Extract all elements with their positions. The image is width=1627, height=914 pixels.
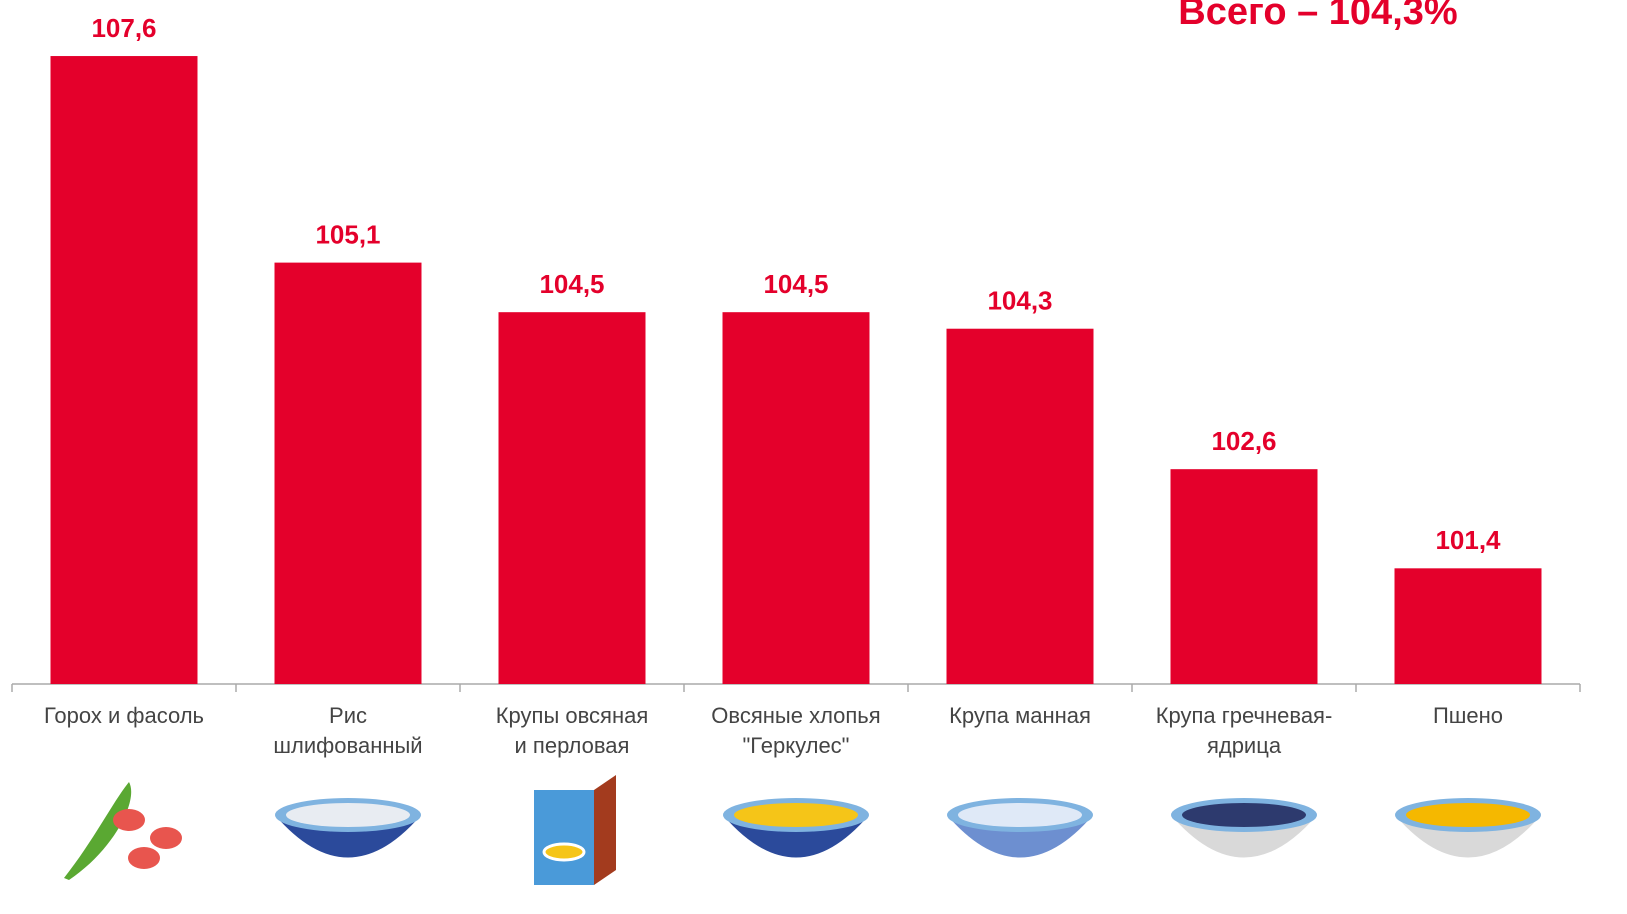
x-tick-label: Рис шлифованный [236,701,460,761]
bar [275,263,422,684]
chart-title: Всего – 104,3% [1178,0,1457,33]
icon [534,790,594,885]
value-label: 104,5 [539,269,604,299]
icon [113,809,145,831]
x-tick-label: Крупа гречневая- ядрица [1132,701,1356,761]
value-label: 107,6 [91,13,156,43]
icon [594,775,616,885]
chart-svg: Всего – 104,3% 107,6 105,1 104,5 104,5 104,3… [0,0,1627,914]
value-label: 101,4 [1435,525,1501,555]
x-tick-label: Крупа манная [908,701,1132,731]
value-label: 104,3 [987,286,1052,316]
icon [64,782,131,880]
value-label: 105,1 [315,219,380,249]
icon [958,803,1082,827]
x-tick-label: Овсяные хлопья "Геркулес" [684,701,908,761]
x-tick-label: Горох и фасоль [12,701,236,731]
bar [1171,469,1318,684]
x-tick-label: Крупы овсяная и перловая [460,701,684,761]
bar [1395,568,1542,684]
value-label: 102,6 [1211,426,1276,456]
bar [499,312,646,684]
icon [1182,803,1306,827]
value-label: 104,5 [763,269,828,299]
bar [51,56,198,684]
icon [286,803,410,827]
icon [150,827,182,849]
icon [734,803,858,827]
icon [1406,803,1530,827]
icon [544,844,584,860]
chart: Всего – 104,3% 107,6 105,1 104,5 104,5 104,3… [0,0,1627,914]
bar [723,312,870,684]
icon [128,847,160,869]
bar [947,329,1094,684]
x-tick-label: Пшено [1356,701,1580,731]
